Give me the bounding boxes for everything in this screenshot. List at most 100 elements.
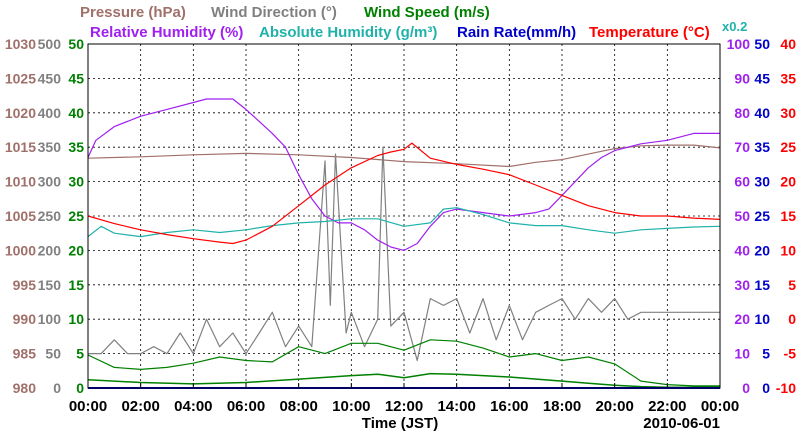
- tick-wind_dir-left: 400: [38, 105, 62, 121]
- tick-rel_hum-right: 0: [742, 380, 750, 396]
- tick-wind_dir-left: 350: [38, 139, 62, 155]
- tick-temp-right: 40: [780, 36, 796, 52]
- legend-rain-rate: Rain Rate(mm/h): [457, 24, 576, 41]
- tick-wind_speed-left: 45: [68, 70, 84, 86]
- tick-rain-right: 50: [754, 36, 770, 52]
- x-tick-label: 18:00: [543, 398, 581, 415]
- x-axis: 00:00 02:00 04:00 06:00 08:00 10:00 12:00 14:00…: [69, 383, 739, 415]
- left-axes: 1030102510201015101010051000995990985980…: [5, 36, 84, 396]
- x-tick-label: 02:00: [121, 398, 159, 415]
- tick-wind_dir-left: 250: [38, 208, 62, 224]
- tick-wind_speed-left: 20: [68, 242, 84, 258]
- x-tick-label: 08:00: [279, 398, 317, 415]
- x-tick-label: 00:00: [69, 398, 107, 415]
- tick-wind_speed-left: 10: [68, 311, 84, 327]
- series-wind-speed-m-s: [87, 339, 720, 387]
- tick-rel_hum-right: 50: [734, 208, 750, 224]
- tick-pressure-left: 1005: [5, 208, 36, 224]
- tick-pressure-left: 980: [13, 380, 37, 396]
- tick-temp-right: -5: [784, 346, 797, 362]
- x-tick-label: 14:00: [437, 398, 475, 415]
- tick-rain-right: 15: [754, 277, 770, 293]
- tick-pressure-left: 1030: [5, 36, 36, 52]
- tick-wind_dir-left: 50: [45, 346, 61, 362]
- tick-temp-right: 20: [780, 174, 796, 190]
- tick-wind_speed-left: 15: [68, 277, 84, 293]
- tick-rain-right: 35: [754, 139, 770, 155]
- tick-rain-right: 25: [754, 208, 770, 224]
- x-tick-label: 06:00: [227, 398, 265, 415]
- tick-temp-right: 30: [780, 105, 796, 121]
- tick-temp-right: 35: [780, 70, 796, 86]
- tick-rel_hum-right: 80: [734, 105, 750, 121]
- tick-pressure-left: 1020: [5, 105, 36, 121]
- series-relative-humidity: [87, 98, 720, 251]
- tick-wind_speed-left: 5: [76, 346, 84, 362]
- tick-wind_dir-left: 0: [53, 380, 61, 396]
- tick-pressure-left: 990: [13, 311, 37, 327]
- series-temperature-c: [87, 142, 721, 245]
- tick-rel_hum-right: 100: [727, 36, 751, 52]
- tick-temp-right: 0: [788, 311, 796, 327]
- tick-wind_dir-left: 200: [38, 242, 62, 258]
- series-pressure-hpa: [87, 144, 721, 168]
- legend-wind-speed: Wind Speed (m/s): [364, 4, 490, 21]
- tick-rel_hum-right: 40: [734, 242, 750, 258]
- x-tick-label: 12:00: [385, 398, 423, 415]
- tick-rel_hum-right: 20: [734, 311, 750, 327]
- chart-legend: Pressure (hPa) Wind Direction (°) Wind S…: [80, 4, 747, 41]
- tick-wind_dir-left: 150: [38, 277, 62, 293]
- right-axes: 1009080706050403020100504540353025201510…: [727, 36, 797, 396]
- tick-pressure-left: 985: [13, 346, 37, 362]
- x-axis-title: Time (JST): [362, 415, 438, 432]
- series-absolute-humidity-g-m: [87, 207, 721, 238]
- tick-rain-right: 20: [754, 242, 770, 258]
- tick-rain-right: 10: [754, 311, 770, 327]
- legend-temperature: Temperature (°C): [589, 24, 710, 41]
- x-tick-label: 04:00: [174, 398, 212, 415]
- series-wind-direction: [88, 146, 720, 362]
- tick-rel_hum-right: 10: [734, 346, 750, 362]
- legend-pressure: Pressure (hPa): [80, 4, 186, 21]
- tick-wind_speed-left: 30: [68, 174, 84, 190]
- tick-rain-right: 5: [762, 346, 770, 362]
- tick-temp-right: -10: [776, 380, 796, 396]
- legend-relative-humidity: Relative Humidity (%): [90, 24, 243, 41]
- legend-wind-direction: Wind Direction (°): [211, 4, 337, 21]
- tick-rel_hum-right: 70: [734, 139, 750, 155]
- tick-wind_speed-left: 0: [76, 380, 84, 396]
- tick-pressure-left: 995: [13, 277, 37, 293]
- tick-wind_dir-left: 300: [38, 174, 62, 190]
- tick-rain-right: 40: [754, 105, 770, 121]
- tick-wind_dir-left: 500: [38, 36, 62, 52]
- series-wind-speed-avg-m-s: [87, 372, 720, 389]
- tick-wind_speed-left: 35: [68, 139, 84, 155]
- date-label: 2010-06-01: [643, 415, 720, 432]
- tick-wind_dir-left: 100: [38, 311, 62, 327]
- x-tick-label: 10:00: [332, 398, 370, 415]
- tick-rain-right: 0: [762, 380, 770, 396]
- tick-temp-right: 5: [788, 277, 796, 293]
- tick-temp-right: 15: [780, 208, 796, 224]
- tick-pressure-left: 1025: [5, 70, 36, 86]
- tick-pressure-left: 1015: [5, 139, 36, 155]
- tick-rain-right: 30: [754, 174, 770, 190]
- tick-pressure-left: 1000: [5, 242, 36, 258]
- tick-wind_dir-left: 450: [38, 70, 62, 86]
- x-tick-label: 20:00: [595, 398, 633, 415]
- tick-rain-right: 45: [754, 70, 770, 86]
- tick-wind_speed-left: 25: [68, 208, 84, 224]
- tick-rel_hum-right: 30: [734, 277, 750, 293]
- x-tick-label: 16:00: [490, 398, 528, 415]
- tick-rel_hum-right: 90: [734, 70, 750, 86]
- tick-rel_hum-right: 60: [734, 174, 750, 190]
- x-tick-label: 22:00: [648, 398, 686, 415]
- tick-temp-right: 25: [780, 139, 796, 155]
- tick-wind_speed-left: 50: [68, 36, 84, 52]
- legend-absolute-humidity: Absolute Humidity (g/m³): [259, 24, 437, 41]
- tick-temp-right: 10: [780, 242, 796, 258]
- legend-scale-note: x0.2: [722, 19, 747, 34]
- tick-wind_speed-left: 40: [68, 105, 84, 121]
- tick-pressure-left: 1010: [5, 174, 36, 190]
